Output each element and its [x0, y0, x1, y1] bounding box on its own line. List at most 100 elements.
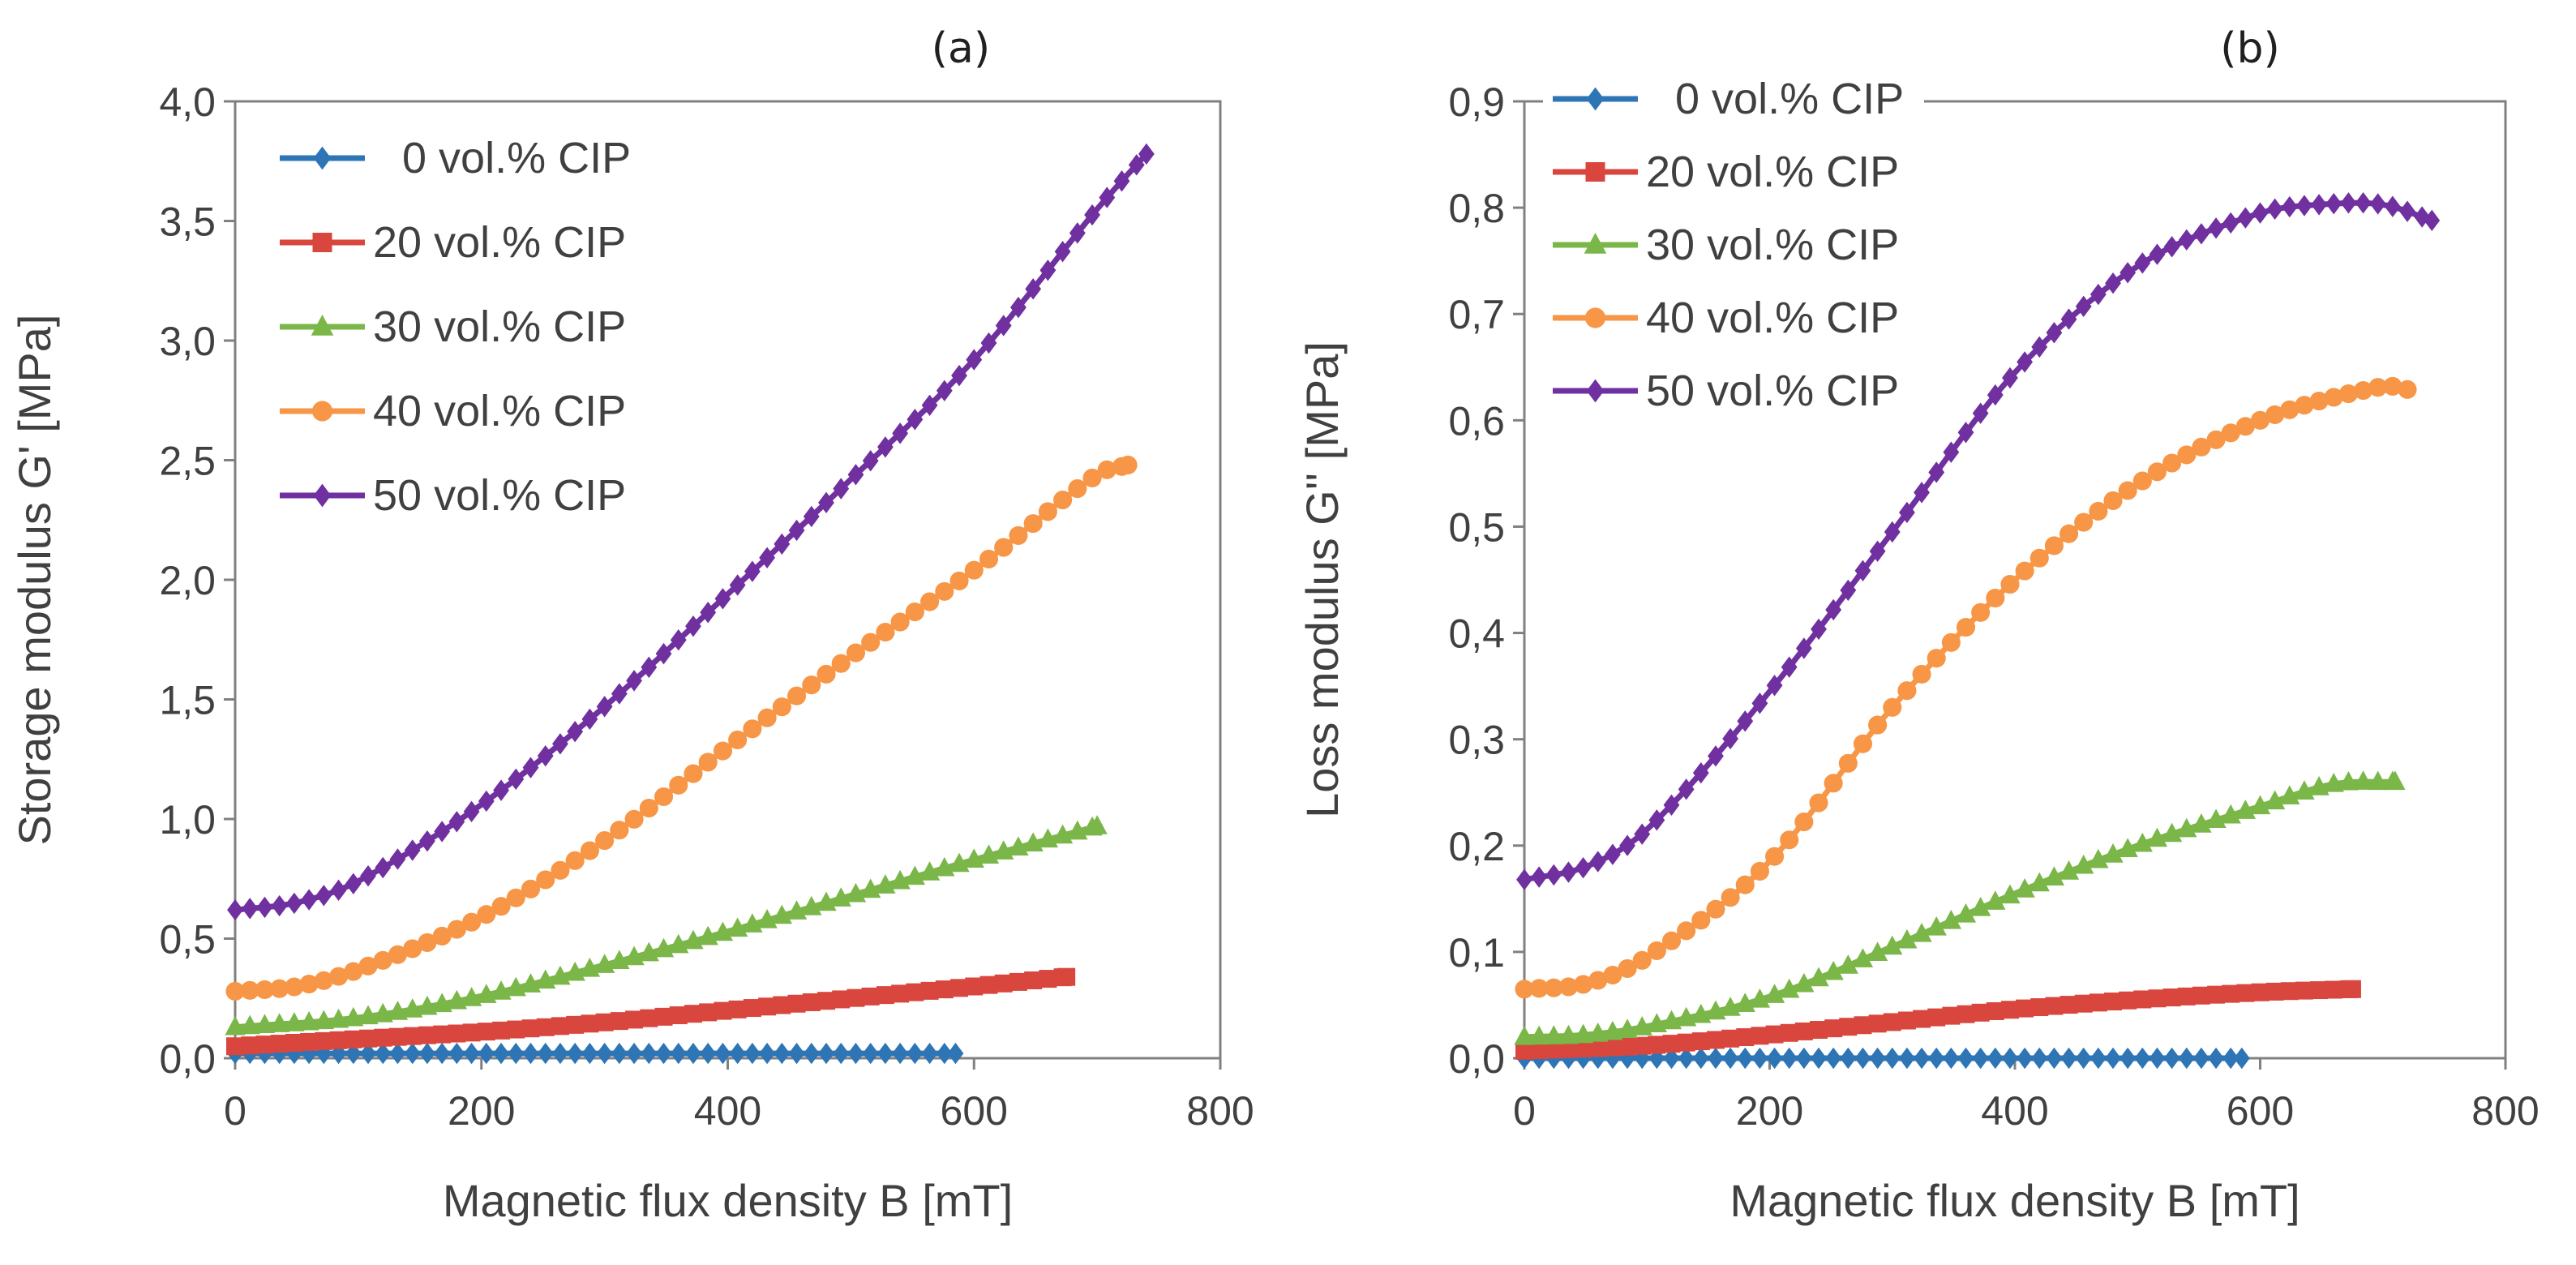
data-point	[1942, 1006, 1961, 1025]
data-point	[1633, 1036, 1652, 1055]
data-point	[802, 993, 821, 1011]
legend-swatch-marker	[312, 233, 332, 252]
data-point	[935, 581, 954, 601]
data-point	[2132, 471, 2152, 491]
legend-label: 50 vol.% CIP	[373, 471, 626, 520]
data-point	[1765, 847, 1785, 866]
data-point	[522, 1042, 539, 1065]
data-point	[892, 422, 909, 444]
data-point	[1589, 851, 1606, 873]
data-point	[1087, 815, 1108, 834]
data-point	[1882, 935, 1903, 955]
data-point	[935, 980, 954, 999]
data-point	[2134, 252, 2151, 274]
data-point	[2133, 990, 2152, 1009]
data-point	[402, 998, 423, 1018]
data-point	[580, 841, 599, 860]
data-point	[301, 889, 318, 911]
data-point	[1735, 875, 1755, 894]
data-point	[1663, 1047, 1680, 1070]
data-point	[1632, 950, 1652, 970]
data-point	[360, 1042, 376, 1065]
data-point	[551, 1017, 569, 1036]
data-point	[372, 1002, 393, 1023]
data-point	[610, 821, 629, 840]
data-point	[698, 753, 718, 772]
y-tick-label: 0,6	[1448, 398, 1505, 444]
data-point	[1914, 1047, 1930, 1070]
x-tick-label: 600	[941, 1088, 1008, 1134]
data-point	[242, 898, 259, 920]
data-point	[256, 896, 273, 919]
legend-swatch-marker	[1584, 233, 1607, 254]
data-point	[2177, 987, 2196, 1006]
data-point	[2060, 308, 2077, 330]
data-point	[2342, 980, 2361, 998]
data-point	[2162, 453, 2182, 473]
y-tick-label: 0,8	[1448, 186, 1505, 231]
data-point	[699, 1003, 718, 1022]
data-point	[641, 1042, 658, 1065]
data-point	[2132, 832, 2153, 852]
data-point	[2046, 1047, 2063, 1070]
data-point	[2031, 1047, 2048, 1070]
data-point	[432, 926, 452, 946]
data-point	[2265, 982, 2284, 1001]
data-point	[1515, 980, 1534, 999]
data-point	[1722, 1047, 1738, 1070]
data-point	[713, 741, 732, 761]
data-point	[2120, 262, 2137, 284]
data-point	[2104, 993, 2122, 1011]
data-point	[1809, 793, 1828, 813]
data-point	[1691, 911, 1711, 930]
data-point	[1514, 1026, 1535, 1045]
data-point	[1038, 502, 1057, 521]
data-point	[2368, 378, 2388, 397]
data-point	[920, 592, 940, 611]
data-point	[685, 615, 701, 637]
data-point	[2134, 1047, 2151, 1070]
data-point	[772, 697, 791, 717]
data-point	[2338, 770, 2360, 791]
data-point	[1545, 1040, 1563, 1059]
data-point	[2192, 986, 2210, 1005]
data-point	[431, 993, 452, 1013]
data-point	[1677, 1033, 1695, 1052]
data-point	[225, 1015, 246, 1036]
data-point	[301, 1042, 318, 1065]
data-point	[847, 988, 865, 1007]
data-point	[374, 1028, 392, 1047]
legend-swatch-marker	[1586, 87, 1605, 111]
legend: 0 vol.% CIP 20 vol.% CIP 30 vol.% CIP 40 vo…	[1543, 63, 1924, 435]
data-point	[1515, 1041, 1533, 1060]
data-point	[375, 1042, 392, 1065]
data-point	[1602, 1020, 1623, 1040]
legend-label: 50 vol.% CIP	[1646, 367, 1899, 415]
data-point	[552, 1042, 568, 1065]
data-point	[404, 1042, 421, 1065]
data-point	[329, 967, 349, 986]
data-point	[387, 1001, 409, 1020]
data-point	[373, 950, 392, 970]
data-point	[462, 1023, 481, 1042]
data-point	[1825, 598, 1842, 621]
data-point	[1941, 632, 1961, 652]
data-point	[315, 1031, 333, 1050]
data-point	[1575, 856, 1592, 879]
data-point	[227, 898, 243, 921]
data-point	[2193, 223, 2210, 245]
data-point	[1605, 843, 1621, 865]
data-point	[1544, 978, 1563, 997]
data-point	[2119, 991, 2137, 1010]
data-point	[1528, 1025, 1549, 1045]
data-point	[2369, 193, 2386, 215]
legend-swatch-marker	[313, 483, 332, 508]
data-point	[403, 1027, 422, 1045]
data-point	[345, 873, 362, 895]
data-point	[433, 1025, 452, 1044]
legend-swatch-marker	[1585, 162, 1605, 182]
data-point	[226, 1037, 244, 1056]
data-point	[2149, 243, 2166, 265]
data-point	[225, 981, 245, 1001]
data-point	[2044, 536, 2064, 555]
